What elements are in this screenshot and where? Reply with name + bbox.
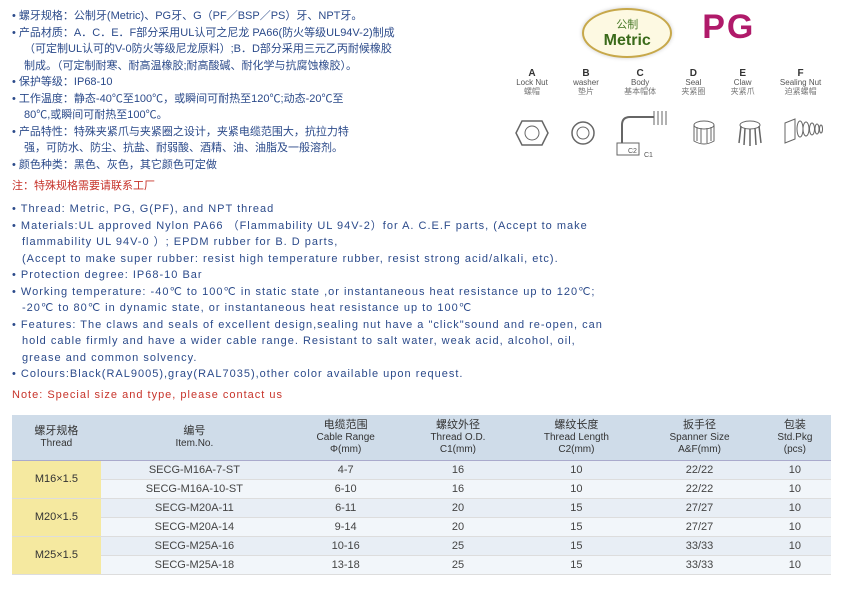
cell-span: 27/27 [640,498,758,517]
part-label: ALock Nut螺帽 [516,68,548,97]
col-header: 螺牙规格Thread [12,415,101,461]
cell-span: 33/33 [640,555,758,574]
metric-badge-en: Metric [604,32,651,50]
col-header: 包装Std.Pkg(pcs) [759,415,831,461]
cn-spec-line: 螺牙规格：公制牙(Metric)、PG牙、G（PF／BSP／PS）牙、NPT牙。 [12,8,499,25]
col-header: 扳手径Spanner SizeA&F(mm) [640,415,758,461]
table-row: SECG-M20A-149-14201527/2710 [12,517,831,536]
cell-item: SECG-M16A-10-ST [101,479,288,498]
part-label: Bwasher垫片 [573,68,599,97]
cell-item: SECG-M20A-11 [101,498,288,517]
parts-labels: ALock Nut螺帽 Bwasher垫片 CBody基本帽体 DSeal夹紧圈 ECl… [507,68,831,97]
part-e-icon [735,113,765,153]
svg-text:C1: C1 [644,152,653,159]
cell-item: SECG-M20A-14 [101,517,288,536]
cell-pkg: 10 [759,498,831,517]
cell-cable: 9-14 [288,517,403,536]
en-spec-line: Colours:Black(RAL9005),gray(RAL7035),oth… [12,366,831,383]
en-spec-line: Thread: Metric, PG, G(PF), and NPT threa… [12,201,831,218]
table-row: M16×1.5SECG-M16A-7-ST4-7161022/2210 [12,460,831,479]
cell-cable: 4-7 [288,460,403,479]
col-header: 电缆范围Cable RangeΦ(mm) [288,415,403,461]
cell-cable: 10-16 [288,536,403,555]
table-row: SECG-M25A-1813-18251533/3310 [12,555,831,574]
en-spec-line: Protection degree: IP68-10 Bar [12,267,831,284]
cell-item: SECG-M16A-7-ST [101,460,288,479]
en-spec-line: (Accept to make super rubber: resist hig… [12,251,831,268]
cell-len: 10 [513,479,641,498]
cn-spec-line: 工作温度：静态-40℃至100℃，或瞬间可耐热至120℃;动态-20℃至 [12,91,499,108]
cell-cable: 6-10 [288,479,403,498]
cn-spec-line: 产品特性：特殊夹紧爪与夹紧圈之设计，夹紧电缆范围大，抗拉力特 [12,124,499,141]
col-header: 螺纹外径Thread O.D.C1(mm) [403,415,512,461]
table-row: M20×1.5SECG-M20A-116-11201527/2710 [12,498,831,517]
cn-spec-line: 颜色种类：黑色、灰色，其它颜色可定做 [12,157,499,174]
cell-od: 16 [403,460,512,479]
cell-item: SECG-M25A-16 [101,536,288,555]
spec-table: 螺牙规格Thread编号Item.No.电缆范围Cable RangeΦ(mm)… [12,415,831,575]
en-spec-line: Working temperature: -40℃ to 100℃ in sta… [12,284,831,301]
cn-spec-line: （可定制UL认可的V-0防火等级尼龙原料）;B．D部分采用三元乙丙耐候橡胶 [12,41,499,58]
cn-specs: 螺牙规格：公制牙(Metric)、PG牙、G（PF／BSP／PS）牙、NPT牙。… [12,8,499,173]
col-header: 螺纹长度Thread LengthC2(mm) [513,415,641,461]
cn-spec-line: 保护等级：IP68-10 [12,74,499,91]
thread-cell: M20×1.5 [12,498,101,536]
en-spec-line: Materials:UL approved Nylon PA66 （Flamma… [12,218,831,235]
metric-badge-cn: 公制 [616,16,638,32]
en-specs: Thread: Metric, PG, G(PF), and NPT threa… [12,201,831,383]
table-row: M25×1.5SECG-M25A-1610-16251533/3310 [12,536,831,555]
part-a-icon [512,113,552,153]
cell-span: 22/22 [640,460,758,479]
pg-badge: PG [702,8,755,58]
cell-len: 15 [513,536,641,555]
cell-cable: 6-11 [288,498,403,517]
cell-pkg: 10 [759,517,831,536]
table-row: SECG-M16A-10-ST6-10161022/2210 [12,479,831,498]
cell-len: 15 [513,517,641,536]
part-label: DSeal夹紧圈 [681,68,705,97]
part-label: FSealing Nut迫紧螺帽 [780,68,821,97]
en-spec-line: hold cable firmly and have a wider cable… [12,333,831,350]
col-header: 编号Item.No. [101,415,288,461]
part-label: EClaw夹紧爪 [731,68,755,97]
cell-pkg: 10 [759,460,831,479]
cell-od: 25 [403,555,512,574]
cell-span: 22/22 [640,479,758,498]
en-note: Note: Special size and type, please cont… [12,389,831,401]
metric-badge: 公制 Metric [582,8,672,58]
cell-span: 27/27 [640,517,758,536]
parts-diagram: C2 C1 [507,103,831,163]
en-spec-line: grease and common solvency. [12,350,831,367]
cell-len: 10 [513,460,641,479]
cn-note: 注：特殊规格需要请联系工厂 [12,177,831,193]
badges-and-diagram: 公制 Metric PG ALock Nut螺帽 Bwasher垫片 CBody基本… [507,8,831,173]
cn-spec-line: 制成。（可定制耐寒、耐高温橡胶;耐高酸碱、耐化学与抗腐蚀橡胶）。 [12,58,499,75]
cell-od: 20 [403,517,512,536]
cn-spec-line: 强，可防水、防尘、抗盐、耐弱酸、酒精、油、油脂及一般溶剂。 [12,140,499,157]
cell-pkg: 10 [759,555,831,574]
part-c-icon: C2 C1 [614,105,674,160]
svg-text:C2: C2 [628,148,637,155]
part-label: CBody基本帽体 [624,68,656,97]
part-f-icon [780,113,825,153]
en-spec-line: flammability UL 94V-0 ）; EPDM rubber for… [12,234,831,251]
cn-spec-line: 产品材质：A．C．E．F部分采用UL认可之尼龙 PA66(防火等级UL94V-2… [12,25,499,42]
en-spec-line: Features: The claws and seals of excelle… [12,317,831,334]
thread-cell: M25×1.5 [12,536,101,574]
cell-od: 16 [403,479,512,498]
cn-spec-line: 80℃,或瞬间可耐热至100℃。 [12,107,499,124]
cell-item: SECG-M25A-18 [101,555,288,574]
cell-span: 33/33 [640,536,758,555]
part-b-icon [568,113,598,153]
cell-od: 20 [403,498,512,517]
part-d-icon [689,113,719,153]
cell-cable: 13-18 [288,555,403,574]
cell-len: 15 [513,498,641,517]
en-spec-line: -20℃ to 80℃ in dynamic state, or instant… [12,300,831,317]
cell-od: 25 [403,536,512,555]
cell-pkg: 10 [759,536,831,555]
cell-len: 15 [513,555,641,574]
thread-cell: M16×1.5 [12,460,101,498]
cell-pkg: 10 [759,479,831,498]
